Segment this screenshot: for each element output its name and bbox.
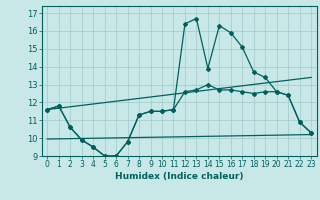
X-axis label: Humidex (Indice chaleur): Humidex (Indice chaleur) (115, 172, 244, 181)
